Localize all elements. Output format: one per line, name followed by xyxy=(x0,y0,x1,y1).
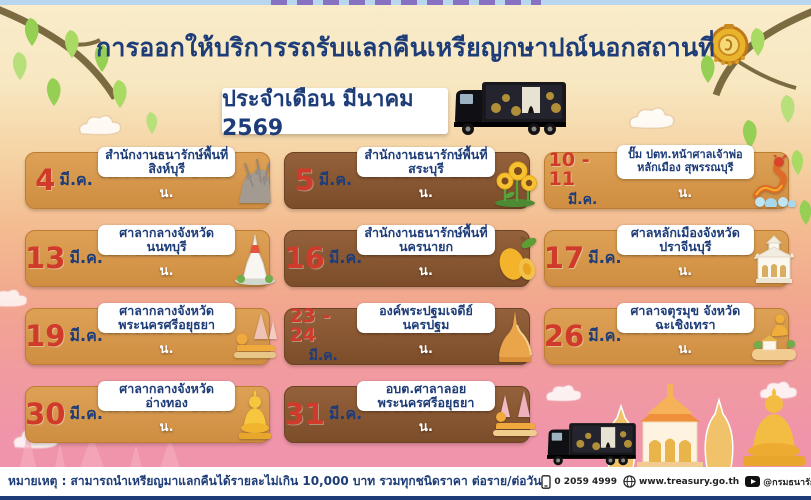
branch-leaves-right xyxy=(700,8,811,225)
location-pill: ศาลาจตุรมุข จังหวัดฉะเชิงเทรา xyxy=(616,303,754,333)
location-pill: ศาลากลางจังหวัดอ่างทอง xyxy=(98,381,236,411)
mango-icon xyxy=(499,235,536,280)
card-date: 5 มี.ค. xyxy=(289,153,357,208)
schedule-card: 10 - 11 มี.ค. ปั๊ม ปตท.หน้าศาลเจ้าพ่อหลัก… xyxy=(543,145,796,209)
date-month: มี.ค. xyxy=(308,347,338,364)
bottom-navy-strip xyxy=(0,496,811,500)
gold-medallion-icon xyxy=(709,24,749,66)
schedule-card: 23 - 24มี.ค. องค์พระปฐมเจดีย์ นครปฐม เวล… xyxy=(284,303,532,365)
schedule-card: 17มี.ค. ศาลหลักเมืองจังหวัดปราจีนบุรี เว… xyxy=(543,225,794,287)
date-number: 17 xyxy=(543,241,585,275)
schedule-card: 16มี.ค. สำนักงานธนารักษ์พื้นที่นครนายก เ… xyxy=(284,225,536,287)
contact-youtube: @กรมธนารักษ์ xyxy=(745,475,811,489)
date-month: มี.ค. xyxy=(588,248,622,267)
card-date: 26 มี.ค. xyxy=(544,309,622,364)
cutoff-text-fragment xyxy=(270,0,541,5)
schedule-grid: 4 มี.ค. สำนักงานธนารักษ์พื้นที่สิงห์บุรี … xyxy=(25,145,796,443)
chedi-icon xyxy=(498,310,532,362)
card-date: 17 มี.ค. xyxy=(544,231,622,286)
location-pill: สำนักงานธนารักษ์พื้นที่นครนายก xyxy=(357,225,495,255)
reclining-buddha-icon xyxy=(234,312,278,358)
seated-buddha-icon xyxy=(239,389,272,439)
date-number: 26 xyxy=(543,319,585,353)
cloud-icon xyxy=(0,288,28,308)
golden-buddha-illustration xyxy=(743,388,805,466)
schedule-card: 13มี.ค. ศาลากลางจังหวัดนนทบุรี เวลา 09.3… xyxy=(25,225,276,287)
contact-website: www.treasury.go.th xyxy=(623,475,739,488)
coin-truck-illustration xyxy=(454,82,566,135)
location-pill: ปั๊ม ปตท.หน้าศาลเจ้าพ่อหลักเมือง สุพรรณบ… xyxy=(616,145,754,179)
coin-truck-illustration xyxy=(547,423,636,466)
footer-note: หมายเหตุ : สามารถนำเหรียญมาแลกคืนได้รายล… xyxy=(8,474,542,488)
schedule-card: 4 มี.ค. สำนักงานธนารักษ์พื้นที่สิงห์บุรี … xyxy=(25,147,272,209)
date-month: มี.ค. xyxy=(588,326,622,345)
contact-phone: 0 2059 4999 xyxy=(541,474,618,489)
card-date: 13 มี.ค. xyxy=(25,231,103,286)
location-pill: ศาลากลางจังหวัดพระนครศรีอยุธยา xyxy=(98,303,236,333)
contact-label: www.treasury.go.th xyxy=(639,476,740,487)
date-month: มี.ค. xyxy=(69,326,103,345)
date-number: 4 xyxy=(35,163,56,197)
sunflower-icon xyxy=(494,161,537,207)
cloud-icon xyxy=(545,384,582,402)
date-month: มี.ค. xyxy=(568,191,598,208)
footer-bar: หมายเหตุ : สามารถนำเหรียญมาแลกคืนได้รายล… xyxy=(0,467,811,496)
date-month: มี.ค. xyxy=(69,404,103,423)
date-number: 10 - 11 xyxy=(548,148,590,190)
location-pill: อบต.ศาลาลอย พระนครศรีอยุธยา xyxy=(357,381,495,411)
date-number: 19 xyxy=(25,319,66,353)
date-month: มี.ค. xyxy=(328,248,363,267)
schedule-card: 26มี.ค. ศาลาจตุรมุข จังหวัดฉะเชิงเทรา เว… xyxy=(543,303,796,365)
card-date: 10 - 11 มี.ค. xyxy=(548,148,617,208)
top-edge-strip xyxy=(0,0,811,5)
date-month: มี.ค. xyxy=(328,404,363,423)
location-pill: องค์พระปฐมเจดีย์ นครปฐม xyxy=(357,303,495,333)
card-date: 19 มี.ค. xyxy=(25,309,103,364)
schedule-card: 19มี.ค. ศาลากลางจังหวัดพระนครศรีอยุธยา เ… xyxy=(25,303,278,365)
date-number: 16 xyxy=(284,241,325,275)
cloud-icon xyxy=(78,114,122,136)
card-date: 30 มี.ค. xyxy=(25,387,103,442)
date-number: 23 - 24 xyxy=(289,304,331,346)
page-title: การออกให้บริการรถรับแลกคืนเหรียญกษาปณ์นอ… xyxy=(96,33,715,62)
monument-icon xyxy=(239,158,272,203)
pink-silhouette-skyline xyxy=(20,431,180,467)
month-label: ประจำเดือน มีนาคม 2569 xyxy=(222,87,448,141)
date-number: 13 xyxy=(25,241,66,275)
phone-icon xyxy=(541,474,552,489)
contact-list: 0 2059 4999 www.treasury.go.th @กรมธนารั… xyxy=(541,474,811,489)
branch-leaves-left xyxy=(0,6,158,134)
white-stupa-icon xyxy=(235,234,276,285)
buddha-temple-icon xyxy=(751,314,796,360)
contact-label: 0 2059 4999 xyxy=(554,476,618,487)
schedule-card: 31มี.ค. อบต.ศาลาลอย พระนครศรีอยุธยา เวลา… xyxy=(284,381,537,443)
schedule-card: 30มี.ค. ศาลากลางจังหวัดอ่างทอง เวลา 09.3… xyxy=(25,381,272,443)
cloud-icon xyxy=(629,107,675,130)
schedule-card: 5มี.ค. สำนักงานธนารักษ์พื้นที่สระบุรี เว… xyxy=(284,147,537,209)
date-number: 30 xyxy=(25,397,66,431)
cloud-icon xyxy=(759,380,798,400)
date-month: มี.ค. xyxy=(59,170,93,189)
location-pill: ศาลากลางจังหวัดนนทบุรี xyxy=(98,225,236,255)
contact-label: @กรมธนารักษ์ xyxy=(763,477,811,488)
card-date: 23 - 24 มี.ค. xyxy=(289,304,357,364)
date-month: มี.ค. xyxy=(318,170,353,189)
date-month: มี.ค. xyxy=(69,248,103,267)
location-pill: สำนักงานธนารักษ์พื้นที่สระบุรี xyxy=(357,147,495,177)
youtube-icon xyxy=(745,476,761,487)
card-date: 16 มี.ค. xyxy=(284,231,362,286)
shrine-icon xyxy=(753,234,794,283)
globe-icon xyxy=(623,475,636,488)
location-pill: สำนักงานธนารักษ์พื้นที่สิงห์บุรี xyxy=(98,147,236,177)
dragon-icon xyxy=(752,154,796,207)
date-number: 31 xyxy=(284,397,325,431)
card-date: 4 มี.ค. xyxy=(30,153,98,208)
location-pill: ศาลหลักเมืองจังหวัดปราจีนบุรี xyxy=(616,225,754,255)
date-number: 5 xyxy=(294,163,315,197)
reclining-buddha-icon xyxy=(492,390,537,436)
card-date: 31 มี.ค. xyxy=(284,387,362,442)
